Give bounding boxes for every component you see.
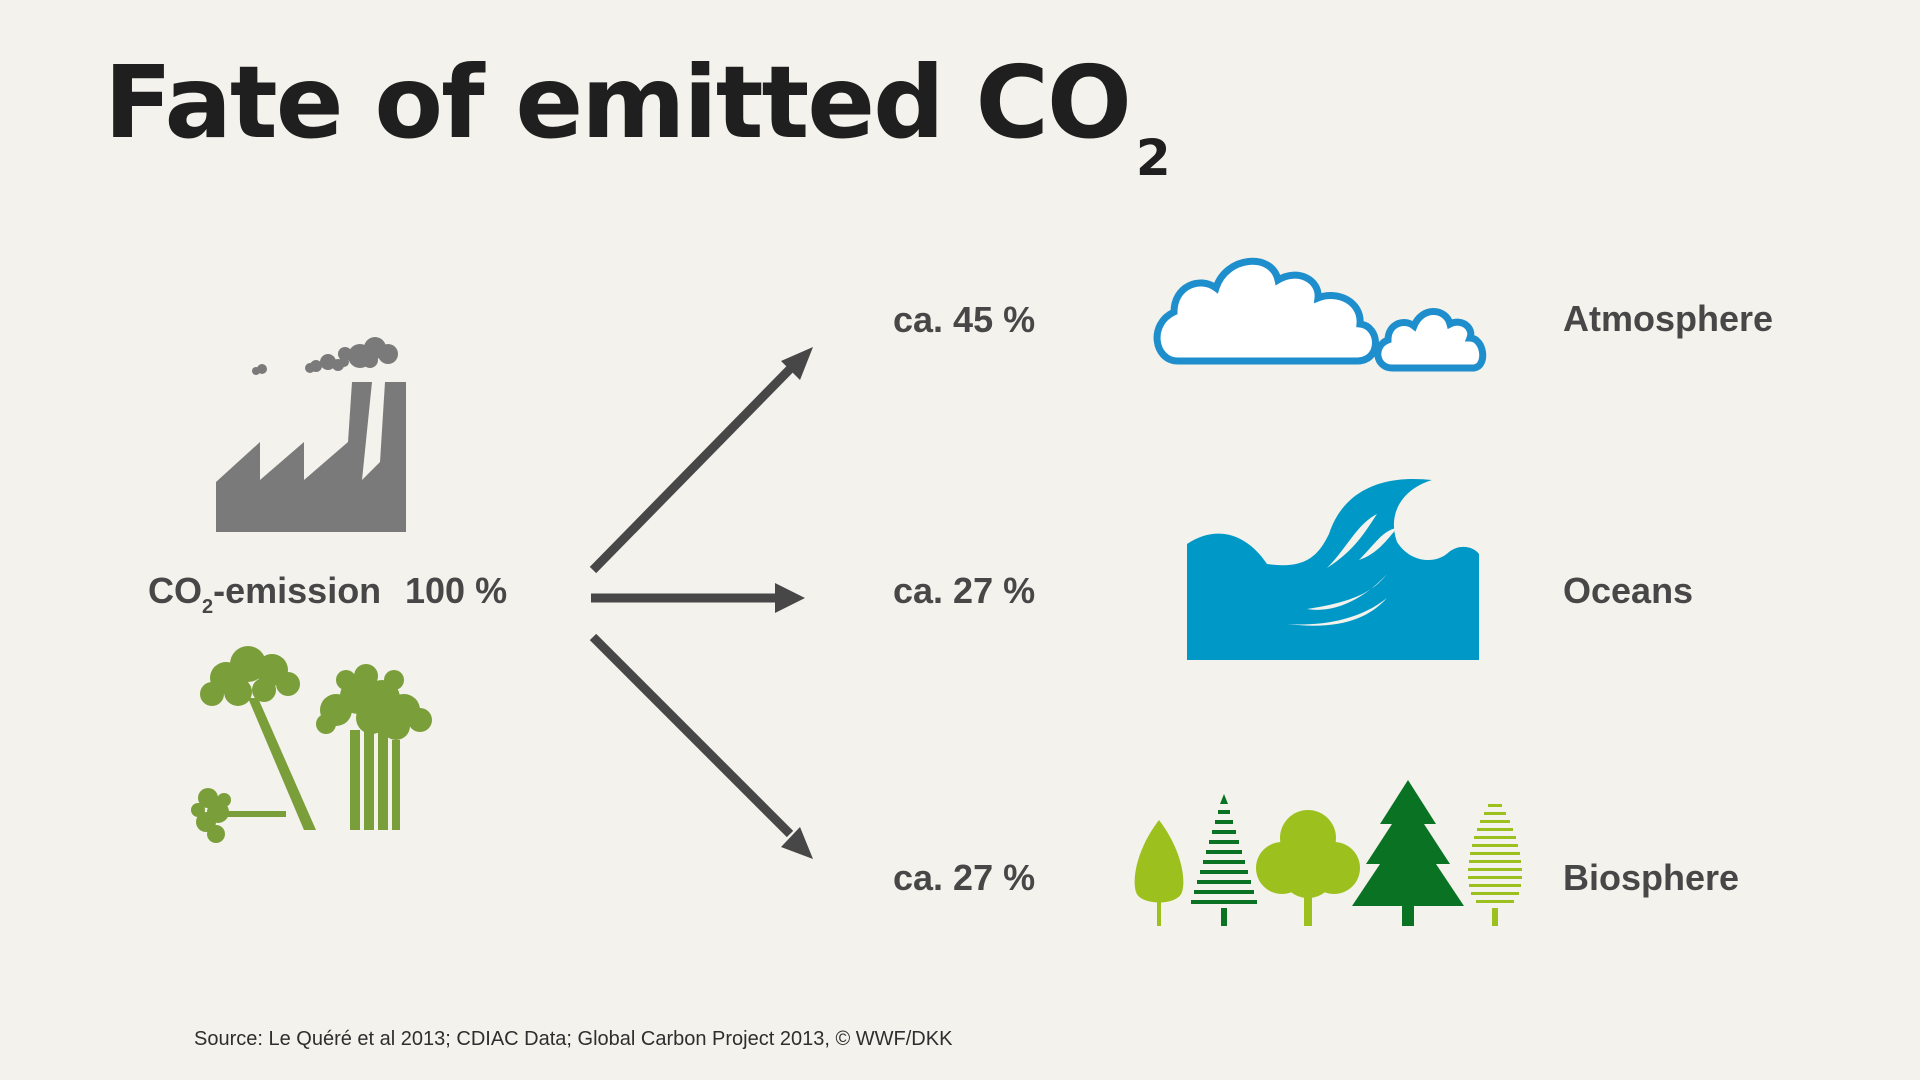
arrow-to-biosphere	[589, 633, 794, 838]
sink-biosphere: Biosphere	[1563, 857, 1740, 898]
emission-value: 100 %	[405, 570, 508, 611]
wave-icon	[1187, 478, 1479, 660]
arrowhead-biosphere	[781, 827, 813, 859]
arrowhead-oceans	[775, 583, 805, 613]
page-title: Fate of emitted CO 2	[104, 44, 1171, 187]
title-subscript: 2	[1135, 129, 1171, 187]
factory-icon	[216, 337, 406, 532]
forest-icon	[191, 646, 432, 843]
trees-icon	[1134, 780, 1522, 926]
title-text: Fate of emitted CO	[104, 44, 1132, 161]
share-oceans: ca. 27 %	[893, 570, 1036, 611]
source-citation: Source: Le Quéré et al 2013; CDIAC Data;…	[194, 1028, 953, 1050]
sink-oceans: Oceans	[1563, 570, 1694, 611]
share-atmosphere: ca. 45 %	[893, 299, 1036, 340]
share-biosphere: ca. 27 %	[893, 857, 1036, 898]
arrowhead-atmosphere	[781, 347, 813, 380]
arrow-to-atmosphere	[589, 365, 794, 574]
sink-atmosphere: Atmosphere	[1563, 298, 1774, 339]
cloud-icon	[1153, 257, 1487, 372]
emission-label: CO2-emission	[148, 570, 382, 618]
